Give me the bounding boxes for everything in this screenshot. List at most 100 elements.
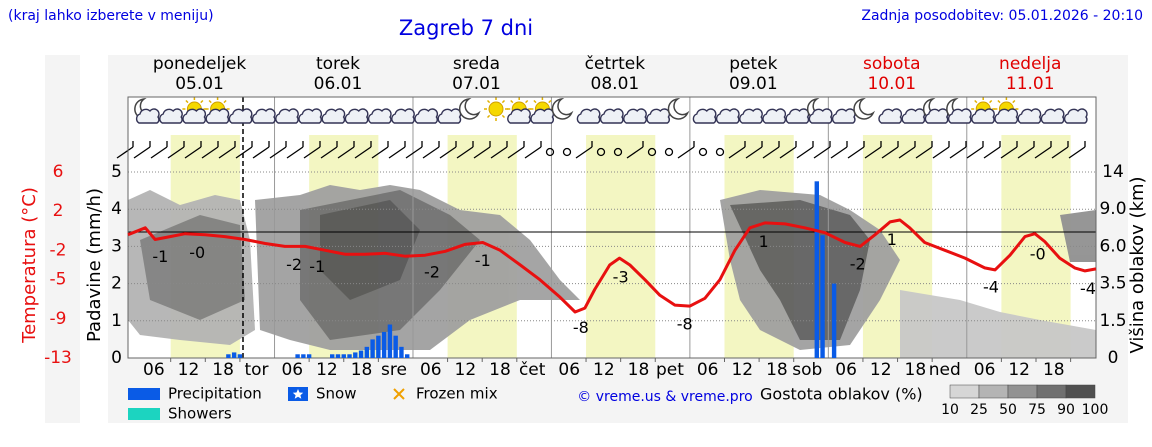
temperature-tick-label: -9 <box>50 309 67 329</box>
precipitation-bar <box>335 354 341 358</box>
cloud <box>507 108 531 124</box>
wind-shaft <box>286 146 304 159</box>
legend-swatch <box>128 408 160 420</box>
temperature-label: -4 <box>983 278 999 297</box>
wind-shaft <box>490 146 508 159</box>
x-tick-label: 18 <box>766 360 788 380</box>
sun-ray <box>501 99 506 104</box>
day-date: 10.01 <box>867 74 916 94</box>
wind-shaft <box>524 146 542 159</box>
precipitation-bar <box>364 346 370 358</box>
day-name: četrtek <box>585 54 646 74</box>
legend-label: Precipitation <box>168 385 262 403</box>
wind-shaft <box>966 146 984 159</box>
y-tick-label: 3 <box>111 236 122 256</box>
cloud-scale-box <box>1036 384 1067 399</box>
x-tick-label: 18 <box>489 360 511 380</box>
legend-label: Frozen mix <box>416 385 498 403</box>
precipitation-bar <box>393 335 398 358</box>
x-tick-label: čet <box>519 360 546 380</box>
y2-tick-label: 14 <box>1102 162 1124 182</box>
wind-calm <box>545 147 555 157</box>
legend-label: Showers <box>168 405 232 423</box>
cloud-scale-title: Gostota oblakov (%) <box>760 385 923 404</box>
moon <box>551 98 574 120</box>
x-tick-label: 12 <box>316 360 338 380</box>
wind-shaft <box>303 146 321 159</box>
cloud <box>994 108 1019 124</box>
wind-shaft <box>728 146 746 159</box>
cloud <box>228 108 253 124</box>
x-tick-label: 06 <box>420 360 442 380</box>
wind-shaft <box>201 146 219 159</box>
y-tick-label: 1 <box>111 311 122 331</box>
x-tick-label: 12 <box>870 360 892 380</box>
wind-shaft <box>898 146 916 159</box>
cloud-density <box>128 185 1096 358</box>
cloud-scale-box <box>949 384 980 399</box>
day-name: ponedeljek <box>153 54 247 74</box>
cloud <box>205 108 230 124</box>
wind-shaft <box>1017 146 1035 159</box>
cloud-scale-box <box>978 384 1009 399</box>
temperature-label: -8 <box>677 314 693 333</box>
wind-shaft <box>371 146 389 159</box>
cloud <box>646 108 671 124</box>
wind-shaft <box>388 146 406 159</box>
sun-ray <box>974 99 978 104</box>
y2-tick-label: 9.0 <box>1099 199 1126 219</box>
wind-shaft <box>473 146 491 159</box>
cloud <box>344 108 369 124</box>
sun-ray <box>486 99 491 104</box>
temperature-label: -2 <box>286 255 302 274</box>
sun-ray <box>525 99 529 104</box>
legend-cross <box>393 388 405 400</box>
wind-shaft <box>235 146 253 159</box>
precipitation-bar <box>381 331 387 358</box>
wind-shaft <box>116 146 134 159</box>
moon <box>667 98 690 120</box>
sun-ray <box>1012 99 1016 104</box>
wind-shaft <box>983 146 1001 159</box>
credit: © vreme.us & vreme.pro <box>577 389 752 405</box>
wind-shaft <box>252 146 270 159</box>
x-tick-label: 06 <box>835 360 857 380</box>
wind-shaft <box>405 146 423 159</box>
precipitation-bar <box>831 283 837 358</box>
wind-shaft <box>796 146 814 159</box>
cloud <box>947 108 972 124</box>
wind-shaft <box>269 146 287 159</box>
precipitation-bar <box>237 354 243 358</box>
wind-shaft <box>847 146 865 159</box>
cloud-scale-label: 25 <box>970 402 988 418</box>
temperature-label: 1 <box>887 230 897 249</box>
temperature-label: -8 <box>573 318 589 337</box>
x-tick-label: 18 <box>1043 360 1065 380</box>
x-tick-label: 06 <box>558 360 580 380</box>
cloud-scale-label: 90 <box>1057 402 1075 418</box>
cloud-area <box>320 200 420 300</box>
x-tick-label: 06 <box>697 360 719 380</box>
wind-shaft <box>337 146 355 159</box>
sun-ray <box>501 114 506 119</box>
x-tick-label: 12 <box>593 360 615 380</box>
precipitation-bar <box>231 352 237 358</box>
temperature-label: 1 <box>759 232 769 251</box>
day-name: sreda <box>453 54 500 74</box>
y-tick-label: 2 <box>111 274 122 294</box>
cloud <box>762 108 787 124</box>
cloud-scale-label: 75 <box>1028 402 1046 418</box>
wind-shaft <box>439 146 457 159</box>
x-tick-label: pet <box>656 360 684 380</box>
wind-calm <box>715 147 725 157</box>
sun-ray <box>989 99 993 104</box>
cloud <box>298 108 323 124</box>
precipitation-bar <box>376 335 381 358</box>
precipitation-bar <box>301 354 306 358</box>
legend-swatch <box>128 388 160 400</box>
temperature-label: -4 <box>1080 279 1096 298</box>
day-date: 09.01 <box>729 74 778 94</box>
note: (kraj lahko izberete v meniju) <box>8 8 214 24</box>
wind-barbs <box>116 141 1086 159</box>
